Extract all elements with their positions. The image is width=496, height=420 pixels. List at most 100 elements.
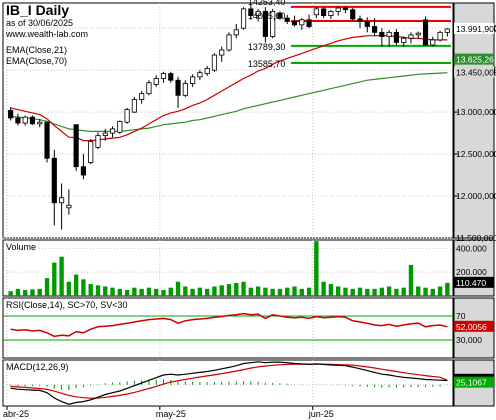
candle[interactable] (401, 36, 407, 47)
candle[interactable] (117, 120, 123, 134)
candle[interactable] (313, 7, 319, 19)
chart-header: IB_I Daily as of 30/06/2025 www.wealth-l… (6, 2, 88, 67)
candle[interactable] (255, 8, 261, 22)
candle[interactable] (73, 124, 79, 171)
candle-body-down (248, 8, 254, 16)
candle[interactable] (29, 115, 36, 125)
candle-body-up (401, 37, 407, 43)
candle[interactable] (262, 7, 268, 43)
volume-bar (270, 288, 275, 296)
candle[interactable] (379, 28, 385, 47)
candle[interactable] (51, 149, 57, 226)
candle[interactable] (66, 189, 72, 215)
candle[interactable] (328, 9, 334, 19)
candle[interactable] (393, 29, 399, 45)
volume-bar (299, 288, 304, 296)
macd-signal-last-label-bg (454, 376, 494, 388)
candle[interactable] (240, 7, 247, 30)
volume-last-label: 110.470 (456, 278, 486, 288)
candle[interactable] (95, 132, 101, 150)
candle[interactable] (175, 76, 181, 108)
candle[interactable] (139, 91, 145, 104)
resistance-label: 14253,40 (248, 0, 286, 7)
candle[interactable] (131, 97, 137, 113)
candle[interactable] (299, 18, 305, 30)
candle-body-down (379, 31, 385, 37)
candle[interactable] (88, 138, 94, 165)
candle[interactable] (59, 183, 65, 230)
rsi-pane[interactable] (2, 297, 454, 359)
candle[interactable] (277, 11, 283, 20)
volume-tick-label: 400.000 (456, 243, 487, 253)
candle[interactable] (160, 71, 167, 83)
candle[interactable] (248, 4, 254, 20)
volume-bar (321, 281, 326, 296)
candle[interactable] (8, 107, 14, 121)
candle[interactable] (371, 18, 378, 37)
candle[interactable] (437, 30, 443, 42)
candle[interactable] (146, 80, 152, 96)
candle-body-up (117, 120, 123, 133)
candle[interactable] (270, 8, 276, 39)
candle[interactable] (22, 115, 28, 126)
volume-bar (234, 282, 239, 296)
candle-body-up (88, 141, 94, 163)
candle[interactable] (37, 118, 43, 128)
volume-tick-label: 200.000 (456, 267, 487, 277)
volume-bar (161, 290, 166, 296)
candle[interactable] (386, 29, 392, 47)
candle-body-up (313, 8, 319, 16)
ema21-value-label: 13.625,261 (456, 55, 496, 65)
candle[interactable] (226, 32, 232, 52)
candle[interactable] (430, 36, 436, 47)
candle[interactable] (357, 15, 363, 29)
candle[interactable] (109, 126, 116, 138)
candle[interactable] (80, 154, 87, 180)
candle-body-up (255, 10, 261, 16)
candle[interactable] (197, 70, 203, 81)
candle[interactable] (335, 6, 341, 16)
candle-body-up (270, 10, 276, 37)
volume-bar (139, 288, 144, 296)
candle[interactable] (15, 113, 21, 126)
candle[interactable] (350, 8, 356, 21)
ema70-value-label-bg (454, 66, 494, 78)
candle[interactable] (233, 23, 239, 39)
candle-body-up (386, 31, 392, 37)
candle[interactable] (102, 128, 108, 141)
candle[interactable] (124, 107, 130, 124)
candle[interactable] (211, 53, 218, 72)
candle[interactable] (422, 16, 429, 46)
candle[interactable] (284, 14, 290, 24)
candle-body-down (15, 117, 21, 124)
candle[interactable] (364, 17, 370, 33)
candle[interactable] (182, 80, 188, 97)
candle[interactable] (321, 7, 327, 19)
candle-body-down (422, 19, 429, 46)
macd-pane[interactable] (2, 359, 454, 407)
volume-bar (66, 281, 72, 296)
candle[interactable] (415, 31, 421, 39)
candle[interactable] (168, 71, 174, 83)
candle[interactable] (219, 46, 225, 62)
candle[interactable] (153, 75, 159, 87)
last-close-label: 13.991,900 (456, 24, 496, 34)
candle[interactable] (306, 14, 312, 29)
volume-bar (365, 288, 370, 296)
volume-bar (30, 289, 35, 296)
volume-bar (263, 287, 268, 296)
candle[interactable] (291, 15, 298, 27)
candle-body-down (357, 18, 363, 22)
candle[interactable] (44, 121, 50, 163)
candle[interactable] (342, 6, 349, 14)
volume-bar (350, 288, 355, 296)
macd-title: MACD(12,26,9) (6, 362, 69, 372)
candle[interactable] (204, 65, 210, 77)
ema70-line (10, 72, 448, 132)
candle[interactable] (408, 32, 414, 44)
candle[interactable] (444, 28, 450, 37)
candle-body-down (364, 21, 370, 27)
candle[interactable] (190, 74, 196, 87)
rsi-last-label: 52,0056 (456, 322, 487, 332)
